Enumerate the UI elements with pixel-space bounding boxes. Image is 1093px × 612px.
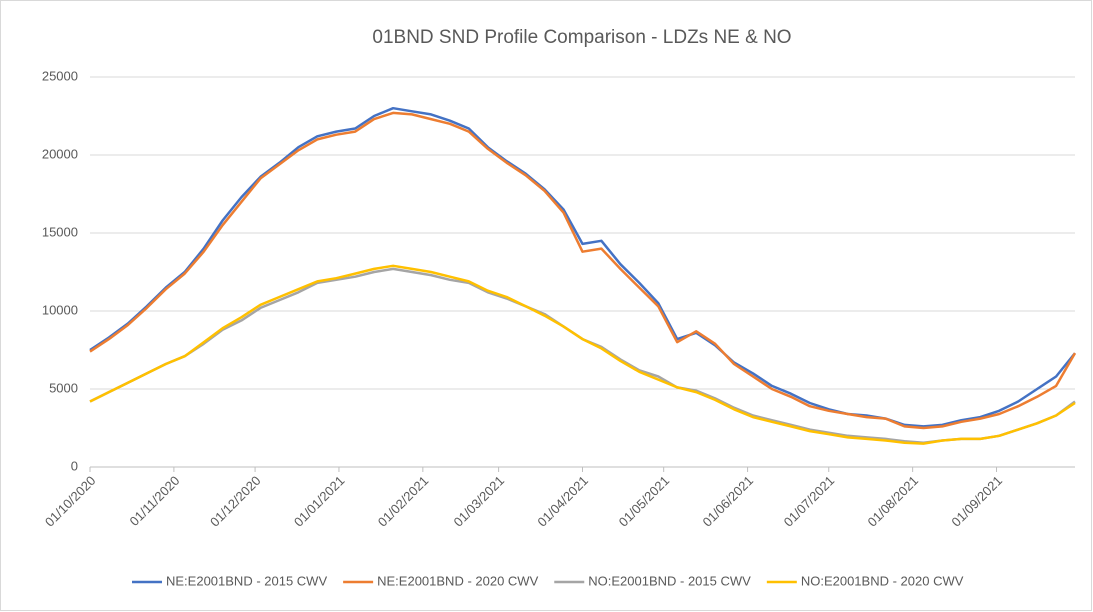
y-tick-label: 10000 <box>42 302 78 317</box>
legend-label: NE:E2001BND - 2020 CWV <box>377 573 538 588</box>
legend-label: NO:E2001BND - 2020 CWV <box>801 573 964 588</box>
series-line <box>89 264 1076 445</box>
legend-label: NO:E2001BND - 2015 CWV <box>588 573 751 588</box>
y-tick-label: 25000 <box>42 68 78 83</box>
series-line <box>89 111 1077 430</box>
y-tick-label: 0 <box>71 458 78 473</box>
y-tick-label: 20000 <box>42 146 78 161</box>
y-tick-label: 15000 <box>42 224 78 239</box>
chart-title: 01BND SND Profile Comparison - LDZs NE &… <box>372 27 791 48</box>
legend-label: NE:E2001BND - 2015 CWV <box>166 573 327 588</box>
y-tick-label: 5000 <box>49 380 78 395</box>
series-line <box>89 106 1076 428</box>
